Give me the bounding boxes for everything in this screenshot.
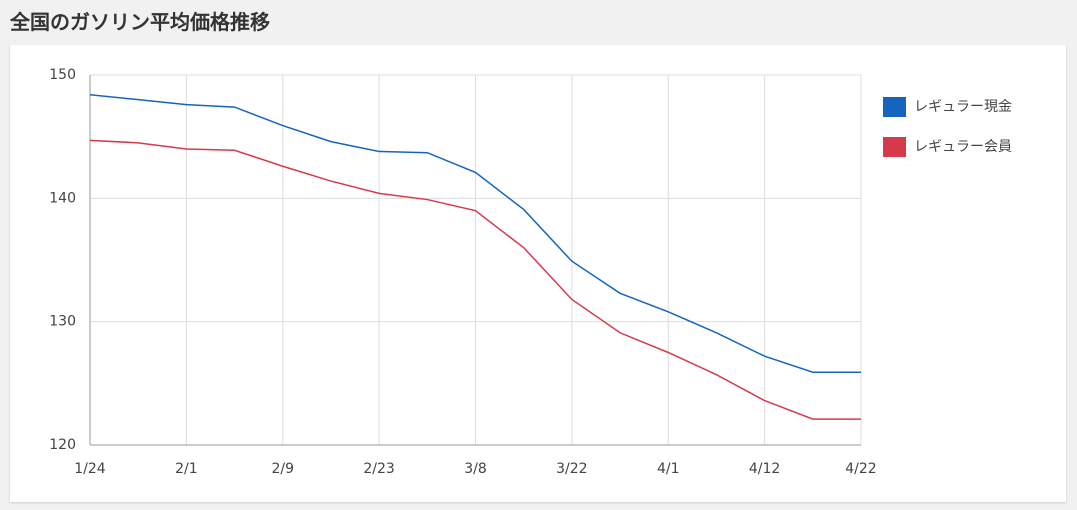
x-tick-label: 3/22 — [556, 461, 587, 477]
series-line — [89, 139, 861, 420]
legend-swatch — [883, 137, 906, 157]
x-tick-label: 4/1 — [657, 461, 680, 477]
legend-swatch — [883, 97, 906, 117]
x-tick-label: 1/24 — [74, 461, 106, 477]
x-tick-label: 4/12 — [749, 461, 780, 477]
y-tick-label: 140 — [49, 190, 76, 206]
x-tick-label: 3/8 — [464, 461, 487, 477]
y-tick-label: 150 — [49, 67, 76, 83]
x-tick-label: 4/22 — [845, 461, 876, 477]
y-tick-label: 130 — [49, 314, 76, 330]
legend-label: レギュラー会員 — [914, 139, 1012, 155]
x-tick-label: 2/9 — [271, 461, 294, 477]
chart-title: 全国のガソリン平均価格推移 — [10, 10, 270, 34]
legend-label: レギュラー現金 — [914, 99, 1012, 115]
x-tick-label: 2/1 — [175, 461, 198, 477]
x-tick-label: 2/23 — [363, 461, 394, 477]
series-line — [89, 93, 861, 373]
y-tick-label: 120 — [49, 437, 76, 453]
